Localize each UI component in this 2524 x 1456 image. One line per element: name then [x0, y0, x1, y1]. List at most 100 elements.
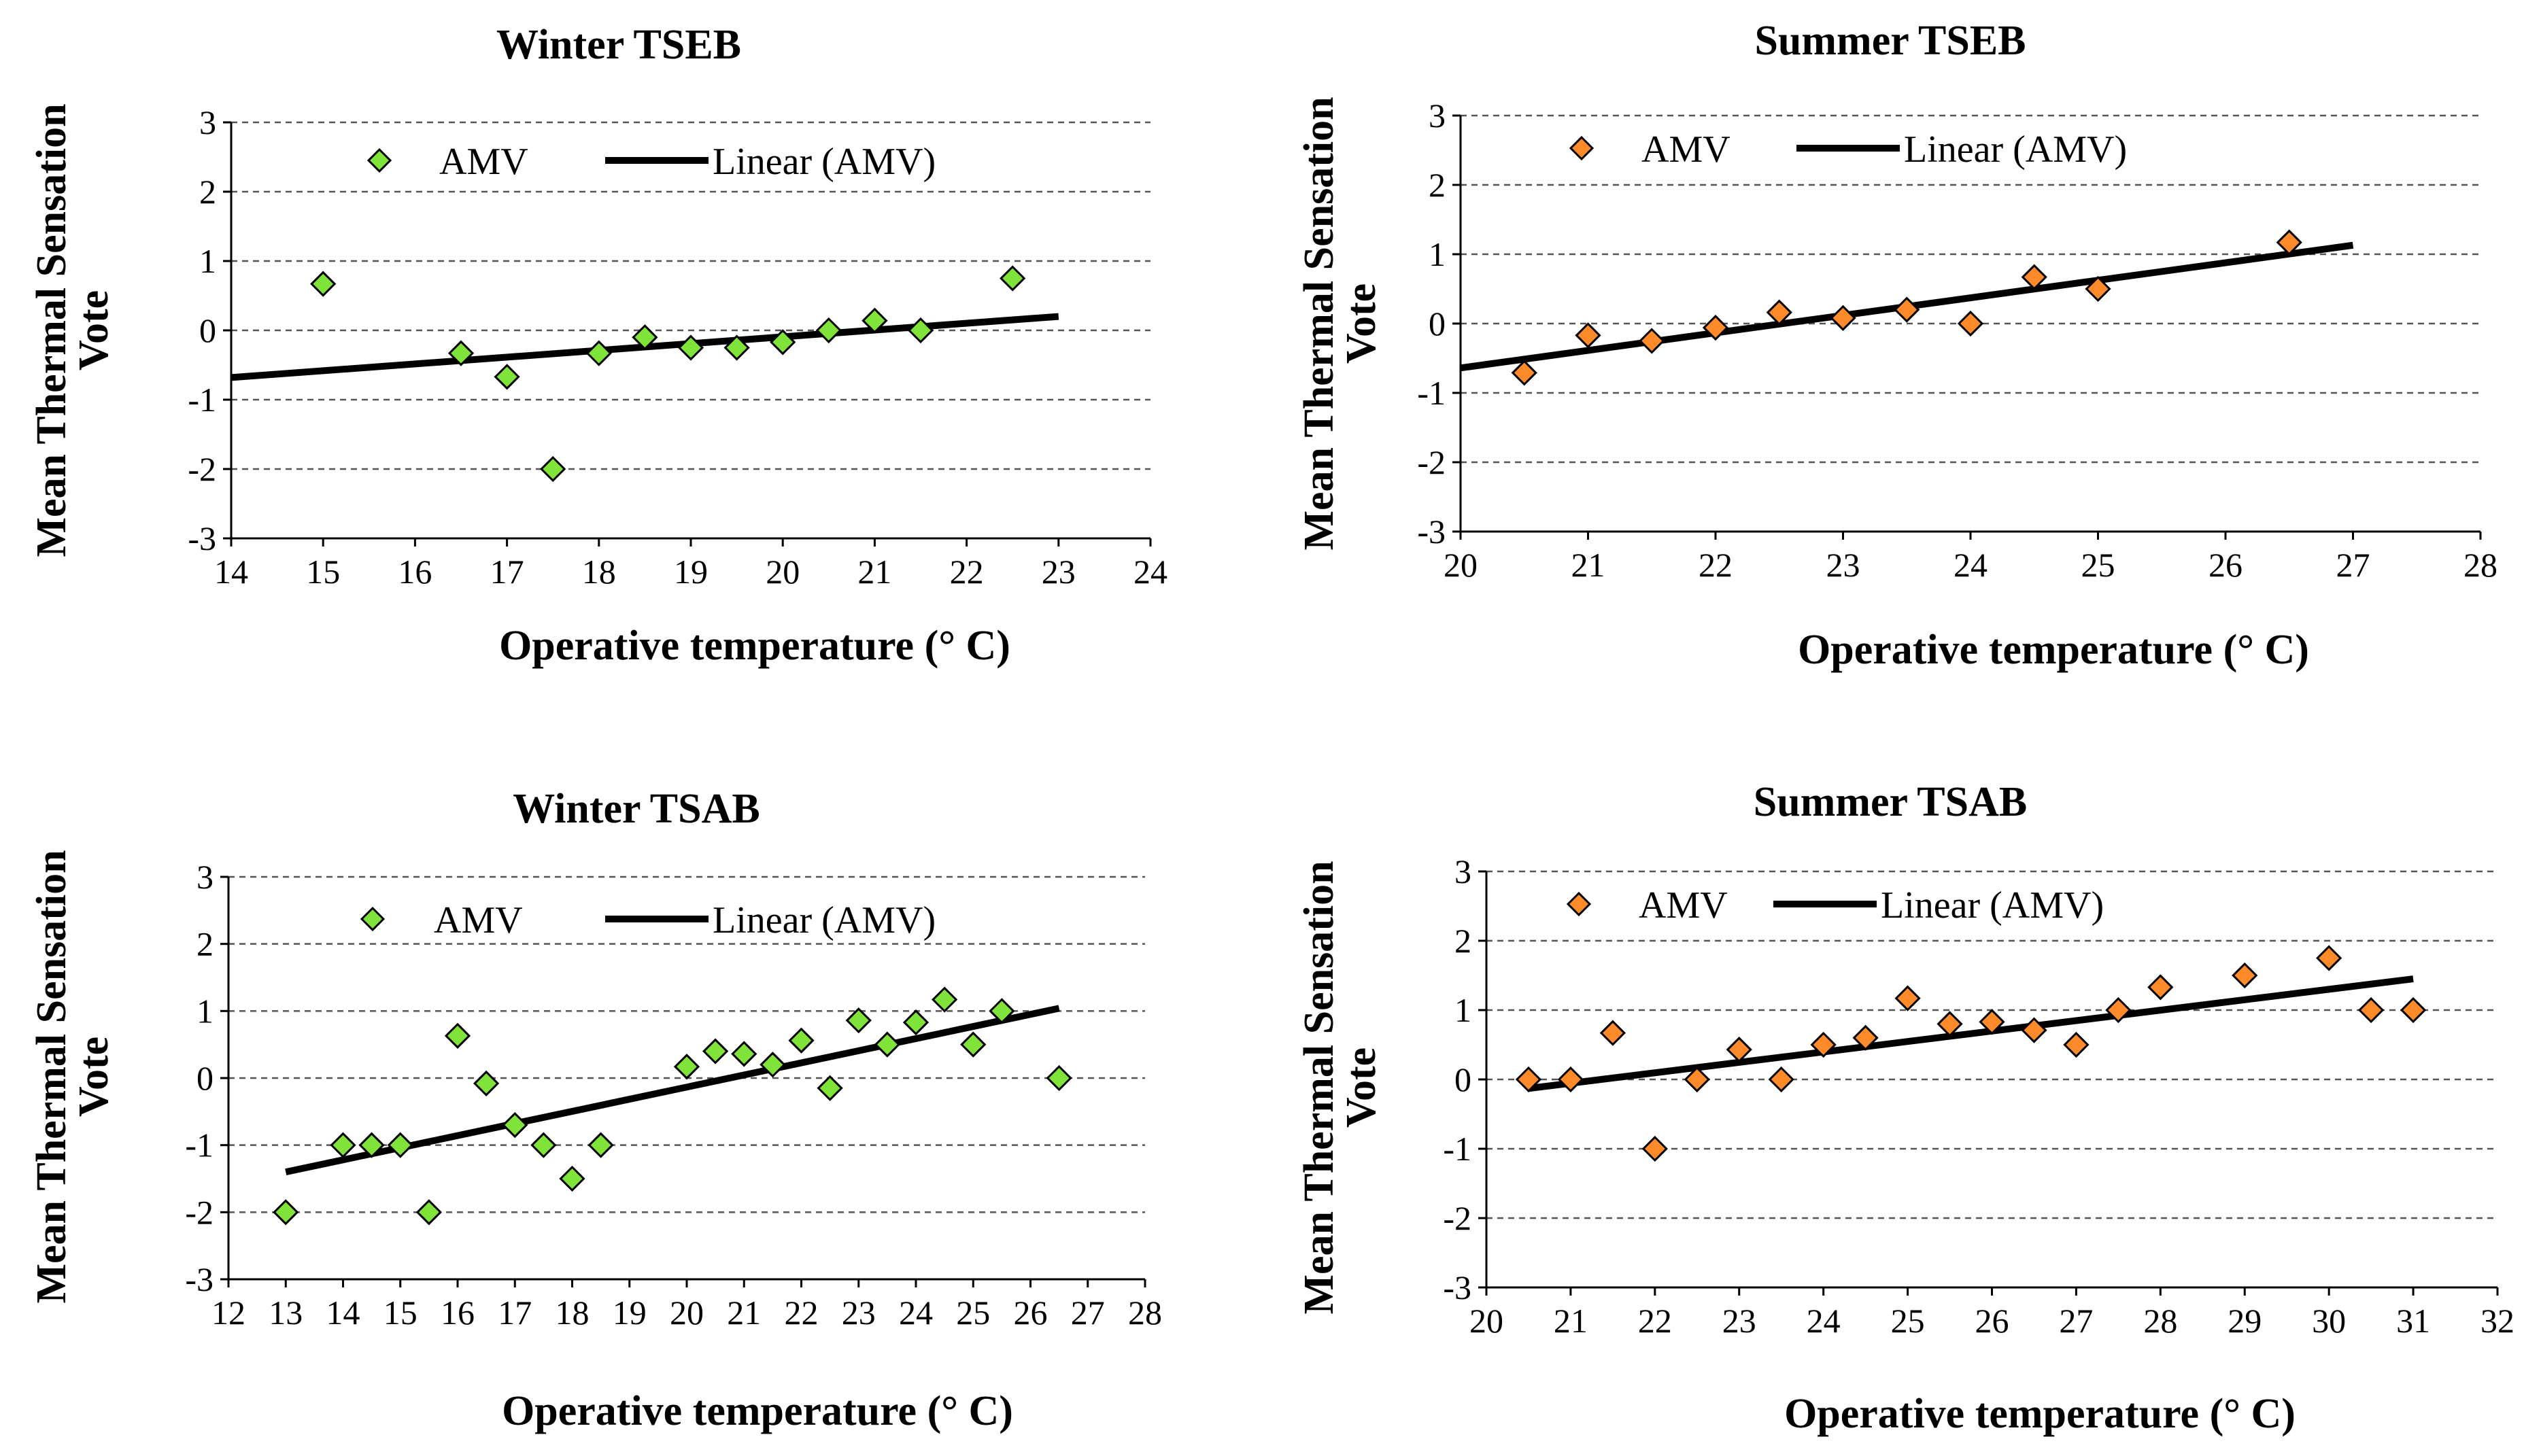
x-tick-label: 22 [1638, 1302, 1672, 1340]
x-axis-label: Operative temperature (° C) [499, 623, 1010, 669]
y-tick-label: 0 [197, 1059, 214, 1097]
data-point [1575, 322, 1601, 349]
data-point [1639, 328, 1665, 354]
x-tick-label: 14 [214, 553, 248, 591]
y-tick-label: -3 [185, 1260, 214, 1298]
data-point [731, 1041, 757, 1067]
y-tick-label: -1 [1443, 1130, 1471, 1168]
x-tick-label: 28 [1128, 1294, 1162, 1332]
data-point [1557, 1066, 1584, 1093]
x-tick-label: 23 [1826, 546, 1860, 584]
legend: AMV Linear (AMV) [1566, 884, 2104, 926]
x-tick-label: 24 [1807, 1302, 1841, 1340]
x-tick-label: 15 [383, 1294, 417, 1332]
legend-label-amv: AMV [1639, 884, 1728, 926]
data-point [2105, 996, 2132, 1024]
data-point [2063, 1031, 2090, 1058]
x-tick-label: 24 [1133, 553, 1167, 591]
data-point [2147, 974, 2174, 1001]
x-tick-label: 13 [269, 1294, 303, 1332]
x-tick-label: 28 [2463, 546, 2497, 584]
legend-marker-icon [1569, 135, 1594, 161]
y-tick-label: 1 [197, 992, 214, 1030]
data-point [2316, 945, 2342, 971]
legend-label-linear: Linear (AMV) [713, 899, 936, 941]
data-point [815, 317, 842, 344]
x-tick-label: 18 [556, 1294, 590, 1332]
data-point [770, 329, 796, 356]
x-axis-label: Operative temperature (° C) [1784, 1391, 2296, 1437]
data-point [310, 271, 337, 297]
y-tick-label: -3 [1443, 1268, 1471, 1306]
x-tick-label: 27 [2336, 546, 2370, 584]
x-tick-label: 21 [1571, 546, 1605, 584]
x-tick-label: 23 [1722, 1302, 1756, 1340]
x-tick-label: 26 [1014, 1294, 1048, 1332]
chart-title: Winter TSEB [496, 22, 741, 68]
x-tick-label: 23 [842, 1294, 876, 1332]
chart-summer-tseb: Summer TSEB Mean Thermal Sensation Vote … [1296, 18, 2497, 673]
y-tick-label: 1 [199, 242, 216, 280]
y-tick-label: 0 [1429, 305, 1446, 343]
legend-label-linear: Linear (AMV) [1881, 884, 2104, 926]
x-axis-label: Operative temperature (° C) [1798, 627, 2309, 673]
data-point [2021, 264, 2047, 290]
y-axis-label-line1: Mean Thermal Sensation [1296, 97, 1342, 550]
data-point [447, 340, 475, 366]
chart-winter-tseb: Winter TSEB Mean Thermal Sensation Vote … [29, 22, 1167, 669]
data-point [1599, 1020, 1626, 1046]
data-point [1766, 299, 1792, 326]
x-tick-label: 16 [398, 553, 432, 591]
data-point [1684, 1066, 1710, 1093]
data-point [907, 317, 934, 344]
y-tick-label: -1 [185, 1126, 214, 1164]
data-point [1810, 1031, 1837, 1058]
data-point [1000, 265, 1026, 292]
data-point [559, 1165, 585, 1192]
data-point [273, 1199, 299, 1226]
data-point [932, 986, 958, 1013]
y-tick-label: -3 [188, 519, 216, 557]
x-tick-label: 23 [1042, 553, 1076, 591]
y-tick-label: 2 [199, 173, 216, 211]
data-point [1768, 1066, 1794, 1093]
data-point [502, 1111, 528, 1139]
data-point [540, 455, 566, 483]
y-axis-label-line1: Mean Thermal Sensation [29, 850, 75, 1303]
legend-label-amv: AMV [439, 141, 528, 183]
x-tick-label: 22 [950, 553, 984, 591]
x-tick-label: 12 [211, 1294, 245, 1332]
y-tick-label: 1 [1429, 235, 1446, 273]
data-point [1511, 360, 1537, 386]
y-tick-label: 3 [199, 103, 216, 141]
data-point [760, 1052, 786, 1078]
y-tick-label: -1 [188, 381, 216, 419]
data-point [444, 1022, 471, 1049]
data-point [1830, 305, 1856, 331]
data-point [673, 1054, 700, 1080]
x-tick-label: 22 [1699, 546, 1733, 584]
data-point [2358, 996, 2385, 1024]
data-point [415, 1199, 442, 1226]
data-point [1515, 1066, 1542, 1093]
x-tick-label: 26 [1975, 1302, 2009, 1340]
y-axis-label-line2: Vote [71, 1037, 117, 1117]
y-tick-label: 0 [1454, 1060, 1471, 1098]
data-point [1894, 985, 1921, 1011]
data-point [2276, 229, 2302, 256]
data-point [1957, 310, 1984, 337]
data-point [358, 1132, 385, 1158]
data-point [632, 324, 658, 351]
x-tick-label: 29 [2228, 1302, 2262, 1340]
data-point [494, 364, 520, 390]
data-point [702, 1038, 729, 1064]
x-tick-label: 17 [498, 1294, 532, 1332]
y-tick-label: 2 [197, 925, 214, 963]
data-point [473, 1070, 500, 1097]
y-tick-label: -2 [1443, 1199, 1471, 1237]
data-point [330, 1132, 356, 1158]
y-axis-label-line1: Mean Thermal Sensation [29, 103, 75, 557]
